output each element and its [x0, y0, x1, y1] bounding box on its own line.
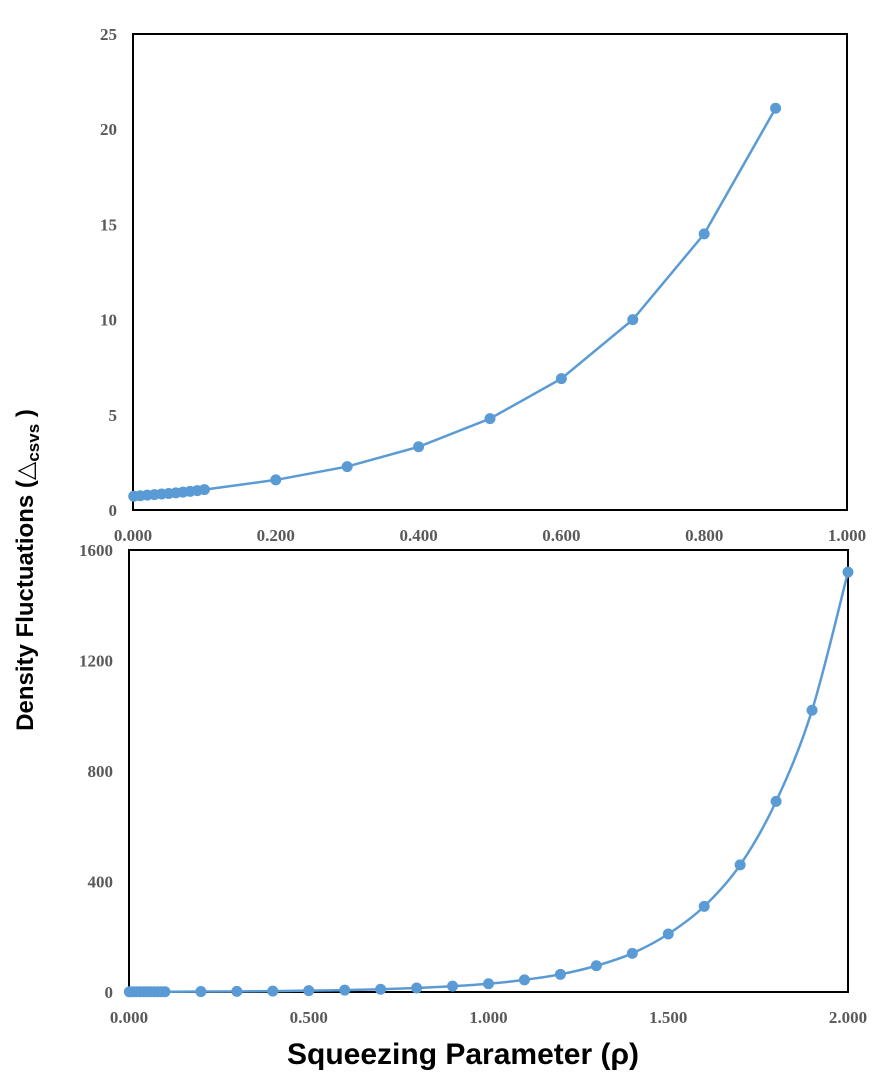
y-axis-label-subscript: csvs [24, 424, 43, 462]
bottom-data-point [267, 985, 279, 997]
bottom-data-point [483, 978, 494, 990]
bottom-data-point [806, 704, 818, 716]
top-data-point [484, 413, 496, 425]
top-series-line [133, 107, 777, 498]
y-axis-label: Density Fluctuations (△csvs ) [12, 409, 43, 731]
bottom-data-point [734, 859, 746, 871]
delta-symbol: △ [12, 461, 39, 480]
bottom-data-point [590, 960, 602, 972]
bottom-data-point [842, 566, 854, 578]
bottom-data-point [231, 985, 243, 997]
bottom-y-tick-label: 800 [88, 762, 114, 781]
top-x-tick-label: 1.000 [828, 526, 866, 545]
bottom-data-point [698, 900, 710, 912]
bottom-data-point [195, 986, 207, 998]
bottom-data-point [626, 947, 638, 959]
bottom-plot-frame [128, 549, 849, 993]
top-x-tick-label: 0.400 [399, 526, 437, 545]
bottom-x-tick-label: 2.000 [829, 1008, 867, 1027]
top-x-tick-label: 0.000 [114, 526, 152, 545]
bottom-data-point [303, 985, 315, 997]
top-y-tick-label: 15 [100, 215, 117, 234]
bottom-y-tick-label: 400 [88, 873, 114, 892]
bottom-data-point [447, 980, 459, 992]
top-y-tick-label: 25 [100, 25, 117, 44]
bottom-data-point [339, 984, 351, 996]
top-data-point [413, 441, 425, 453]
top-y-tick-label: 0 [109, 501, 118, 520]
top-y-tick-label: 5 [109, 406, 118, 425]
top-data-point [270, 474, 282, 486]
bottom-data-point [518, 974, 530, 986]
top-y-tick-label: 10 [100, 311, 117, 330]
top-x-tick-label: 0.800 [685, 526, 723, 545]
top-data-point [341, 461, 353, 473]
x-axis-label: Squeezing Parameter (ρ) [287, 1038, 639, 1071]
top-plot-frame [132, 33, 848, 511]
bottom-data-point [770, 795, 782, 807]
bottom-x-tick-label: 0.500 [290, 1008, 328, 1027]
bottom-x-tick-label: 1.000 [469, 1008, 507, 1027]
bottom-data-point [375, 983, 387, 995]
top-y-tick-label: 20 [100, 120, 117, 139]
bottom-data-point [159, 986, 171, 998]
bottom-data-point [554, 968, 566, 980]
top-chart-panel: 0 5 10 15 20 25 0.000 0.200 0.400 0.600 0.800 1.000 [100, 25, 866, 545]
bottom-data-point [411, 982, 423, 994]
bottom-y-tick-label: 0 [105, 983, 114, 1002]
top-x-tick-label: 0.600 [542, 526, 580, 545]
bottom-x-tick-label: 0.000 [110, 1008, 148, 1027]
bottom-chart-panel: 0 400 800 1200 1600 0.000 0.500 1.000 1.500 2.000 [79, 541, 867, 1027]
bottom-series-line [129, 571, 850, 994]
y-axis-label-main: Density Fluctuations ( [12, 480, 39, 731]
bottom-y-tick-label: 1200 [79, 652, 113, 671]
top-data-point [698, 228, 710, 240]
bottom-y-tick-label: 1600 [79, 541, 113, 560]
bottom-data-point [662, 928, 674, 940]
top-data-point [627, 314, 639, 326]
top-data-point [555, 373, 567, 385]
bottom-x-tick-label: 1.500 [649, 1008, 687, 1027]
top-x-tick-label: 0.200 [257, 526, 295, 545]
y-axis-label-close: ) [12, 409, 39, 424]
top-data-point [198, 484, 210, 496]
top-data-point [770, 102, 782, 114]
